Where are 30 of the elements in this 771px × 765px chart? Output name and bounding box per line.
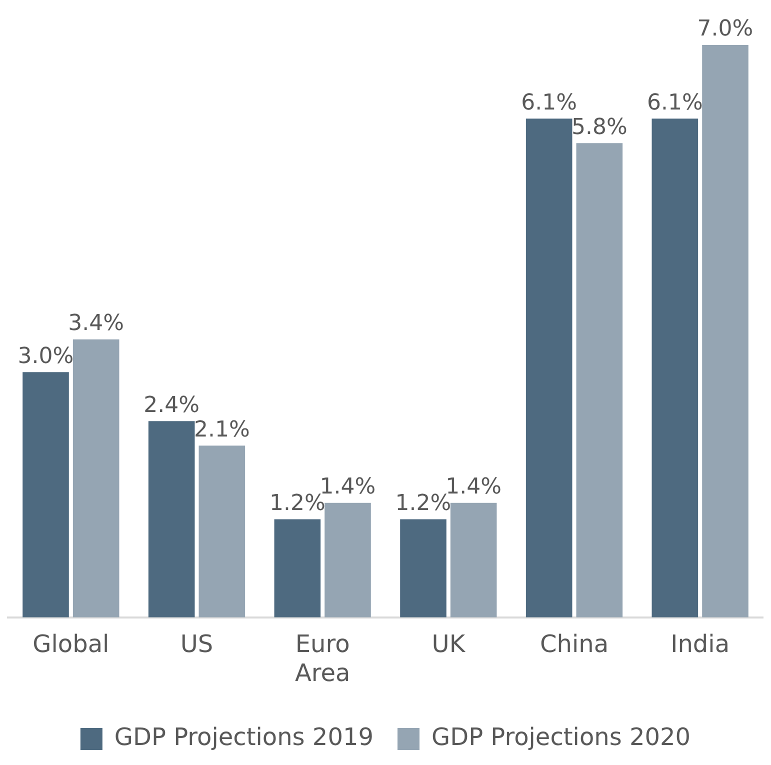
data-label: 2.4%: [144, 392, 200, 418]
data-label: 7.0%: [697, 16, 754, 42]
bar: [400, 519, 446, 618]
data-label: 1.4%: [446, 474, 502, 500]
x-tick-label: UK: [432, 630, 466, 658]
data-label: 6.1%: [521, 90, 578, 116]
x-tick-label: Euro Area: [294, 630, 350, 687]
bar: [702, 45, 748, 618]
bar: [148, 421, 195, 618]
bar: [274, 519, 321, 618]
data-label: 2.1%: [194, 417, 250, 442]
x-tick-label: China: [540, 630, 609, 658]
x-tick-label: US: [180, 630, 214, 658]
bar: [576, 143, 623, 618]
bar: [450, 502, 497, 618]
data-label: 3.0%: [18, 344, 74, 369]
x-tick-label: Global: [32, 630, 110, 658]
bar: [22, 372, 69, 618]
x-tick-label: India: [670, 630, 730, 658]
legend-label: GDP Projections 2020: [432, 723, 691, 752]
bar: [198, 446, 246, 618]
bar: [652, 118, 698, 618]
bar: [324, 502, 371, 618]
data-label: 6.1%: [646, 90, 703, 116]
data-label: 1.4%: [320, 474, 376, 500]
data-label: 3.4%: [68, 311, 124, 336]
bar: [526, 118, 572, 618]
data-label: 5.8%: [571, 114, 628, 140]
legend-label: GDP Projections 2019: [114, 723, 374, 752]
bar: [72, 339, 120, 618]
